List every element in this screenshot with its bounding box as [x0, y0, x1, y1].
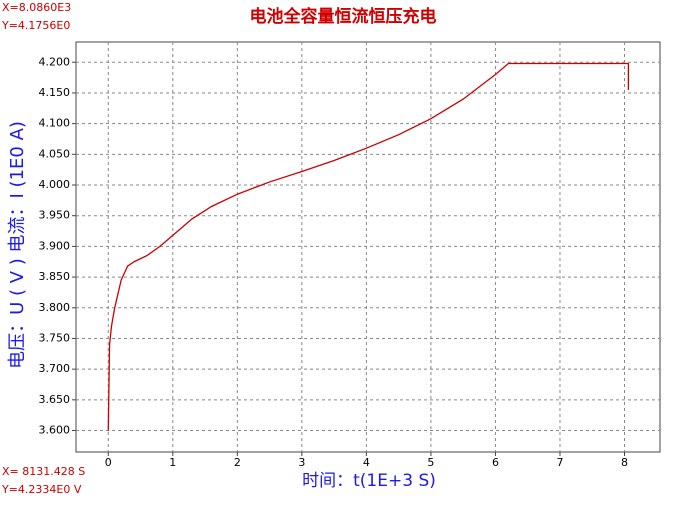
x-tick-label: 6: [492, 456, 499, 469]
data-line: [107, 62, 630, 431]
y-axis-label: 电压：U ( V ) 电流：I (1E0 A): [7, 121, 28, 369]
x-tick-label: 7: [556, 456, 563, 469]
y-tick-label: 3.800: [39, 301, 71, 314]
y-tick-label: 3.850: [39, 270, 71, 283]
y-tick-label: 3.900: [39, 239, 71, 252]
x-tick-label: 1: [169, 456, 176, 469]
x-tick-label: 4: [363, 456, 370, 469]
y-tick-label: 3.700: [39, 362, 71, 375]
annotation: Y=4.2334E0 V: [1, 483, 82, 496]
x-tick-label: 5: [427, 456, 434, 469]
plot-area: [75, 41, 661, 453]
annotation: X= 8131.428 S: [2, 465, 85, 478]
y-tick-label: 4.200: [39, 55, 71, 68]
y-tick-label: 3.600: [39, 424, 71, 437]
x-tick-label: 8: [621, 456, 628, 469]
x-tick-label: 2: [234, 456, 241, 469]
chart-title: 电池全容量恒流恒压充电: [250, 6, 437, 27]
x-tick-label: 0: [105, 456, 112, 469]
y-tick-label: 4.100: [39, 117, 71, 130]
y-tick-label: 4.150: [39, 86, 71, 99]
annotation: X=8.0860E3: [2, 1, 71, 14]
y-tick-label: 4.050: [39, 147, 71, 160]
y-tick-label: 3.950: [39, 209, 71, 222]
x-tick-label: 3: [298, 456, 305, 469]
y-tick-label: 4.000: [39, 178, 71, 191]
annotation: Y=4.1756E0: [1, 19, 70, 32]
y-tick-label: 3.750: [39, 331, 71, 344]
x-axis-label: 时间：t(1E+3 S): [302, 471, 436, 491]
y-tick-label: 3.650: [39, 393, 71, 406]
